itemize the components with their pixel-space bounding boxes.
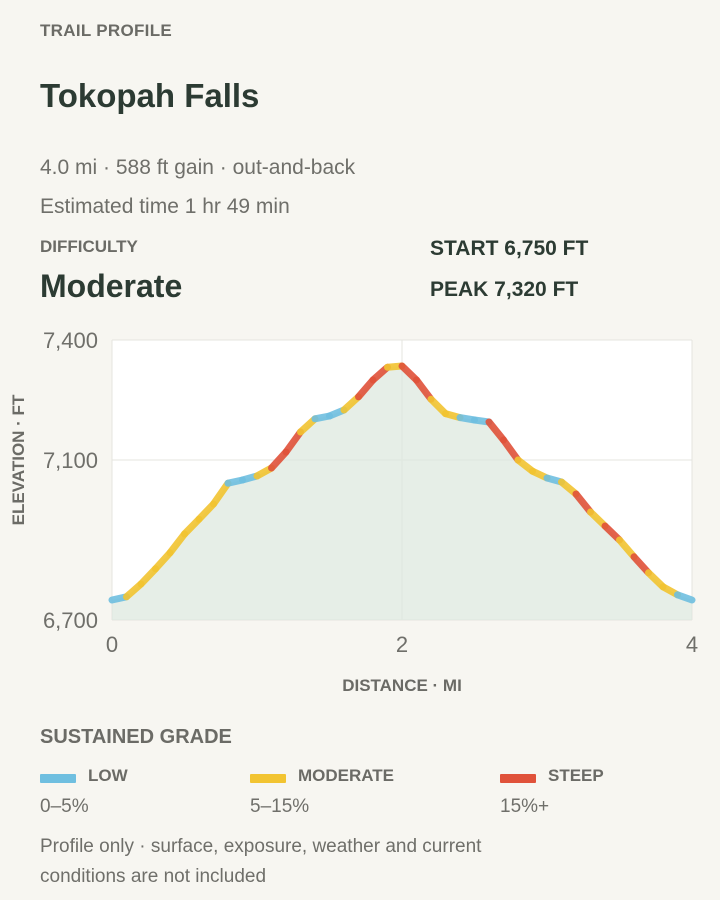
legend-range-steep: 15%+ [500, 796, 550, 817]
estimated-time: Estimated time 1 hr 49 min [40, 195, 290, 218]
y-axis-title: ELEVATION · FT [9, 394, 28, 525]
peak-elevation: PEAK 7,320 FT [430, 278, 579, 301]
x-tick-label-1: 2 [396, 632, 408, 657]
eyebrow-label: TRAIL PROFILE [40, 21, 173, 40]
profile-segment-17 [355, 376, 377, 401]
x-tick-label-0: 0 [106, 632, 118, 657]
legend-label-low: LOW [88, 766, 128, 785]
trail-title: Tokopah Falls [40, 77, 260, 114]
legend-label-steep: STEEP [548, 766, 604, 785]
profile-segment-26 [485, 418, 507, 444]
legend-label-moderate: MODERATE [298, 766, 395, 785]
profile-segment-39 [674, 591, 696, 604]
profile-segment-2 [137, 565, 159, 588]
start-elevation: START 6,750 FT [430, 237, 589, 260]
legend-swatch-steep [500, 774, 536, 783]
x-axis-title: DISTANCE · MI [342, 676, 462, 695]
disclaimer-note: Profile only · surface, exposure, weathe… [40, 836, 482, 887]
profile-segment-32 [572, 490, 594, 516]
profile-segment-6 [195, 500, 217, 523]
elevation-area [112, 366, 692, 620]
profile-segment-35 [616, 536, 638, 561]
y-tick-label-0: 6,700 [43, 608, 98, 633]
profile-segment-27 [500, 436, 522, 464]
profile-segment-7 [210, 479, 232, 508]
profile-segment-21 [413, 376, 435, 403]
legend-range-moderate: 5–15% [250, 796, 310, 817]
y-tick-label-2: 7,400 [43, 328, 98, 353]
elevation-profile-chart: 6,700 7,100 7,400 0 2 4 ELEVATION · FT DISTAN… [9, 328, 698, 695]
profile-segment-3 [152, 549, 174, 573]
legend-swatch-low [40, 774, 76, 783]
profile-segment-4 [166, 530, 188, 557]
y-tick-label-1: 7,100 [43, 448, 98, 473]
trail-stats: 4.0 mi · 588 ft gain · out-and-back [40, 156, 356, 179]
legend-swatch-moderate [250, 774, 286, 783]
legend-range-low: 0–5% [40, 796, 89, 817]
difficulty-label: DIFFICULTY [40, 237, 138, 256]
difficulty-value: Moderate [40, 268, 183, 304]
profile-segment-36 [630, 553, 652, 577]
profile-segment-11 [268, 448, 290, 472]
profile-segment-12 [282, 428, 304, 456]
legend-title: SUSTAINED GRADE [40, 726, 232, 748]
x-tick-label-2: 4 [686, 632, 698, 657]
